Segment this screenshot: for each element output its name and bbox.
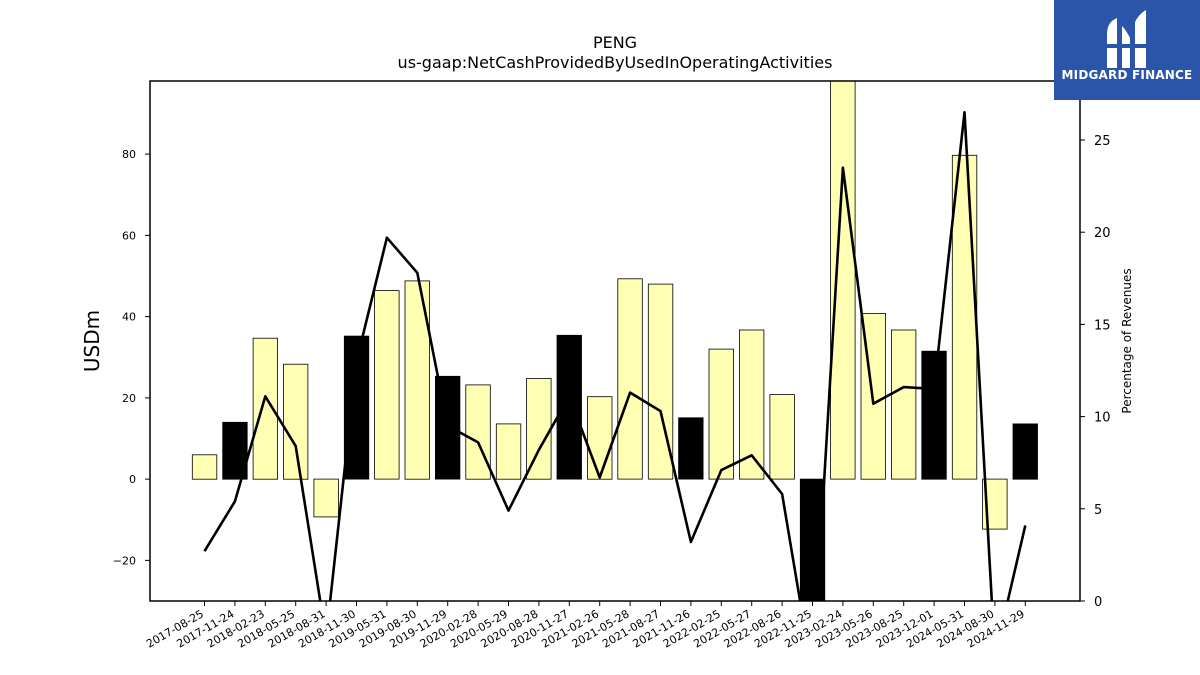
y-axis-label: USDm [80, 310, 104, 372]
y-tick-label: 60 [122, 229, 136, 242]
y2-axis-label: Percentage of Revenues [1120, 268, 1134, 413]
y-tick-label: 80 [122, 148, 136, 161]
bar [769, 394, 795, 480]
brand-logo: MIDGARD FINANCE [1054, 0, 1200, 100]
bar [374, 290, 400, 480]
bar [951, 154, 978, 480]
bar [587, 396, 613, 480]
y-tick-label: −20 [113, 554, 136, 567]
bar [556, 334, 582, 480]
bar [465, 384, 491, 480]
bar [830, 81, 856, 480]
bar [678, 417, 704, 480]
bars-layer [191, 81, 1038, 601]
bar [1012, 423, 1038, 480]
y2-tick-label: 20 [1094, 226, 1111, 241]
y2-tick-label: 10 [1094, 411, 1111, 426]
y2-axis: 0 5 10 15 20 25 [1080, 134, 1111, 610]
y2-tick-label: 5 [1094, 503, 1102, 518]
bar [617, 278, 643, 480]
bar [891, 329, 917, 480]
y-tick-label: 0 [129, 473, 136, 486]
ratio-line [203, 111, 1027, 601]
chart-title: PENG [593, 33, 637, 52]
y-axis: −20 0 20 40 60 80 [113, 148, 150, 567]
bar [708, 348, 734, 480]
y2-tick-label: 25 [1094, 134, 1111, 149]
plot-frame [149, 80, 1081, 602]
y2-tick-label: 15 [1094, 318, 1111, 333]
y2-tick-label: 0 [1094, 595, 1102, 610]
bar [495, 423, 522, 480]
x-axis: 2017-08-252017-11-242018-02-232018-05-25… [144, 601, 1027, 651]
brand-name: MIDGARD FINANCE [1061, 68, 1193, 82]
brand-mark-icon [1104, 10, 1150, 68]
chart-subtitle: us-gaap:NetCashProvidedByUsedInOperating… [398, 53, 833, 72]
bar [526, 377, 552, 480]
y-tick-label: 40 [122, 311, 136, 324]
y-tick-label: 20 [122, 392, 136, 405]
bar [434, 375, 461, 480]
bar [282, 363, 309, 480]
bar [921, 350, 947, 480]
line-layer [203, 111, 1027, 601]
bar [313, 478, 339, 518]
bar [191, 454, 218, 480]
